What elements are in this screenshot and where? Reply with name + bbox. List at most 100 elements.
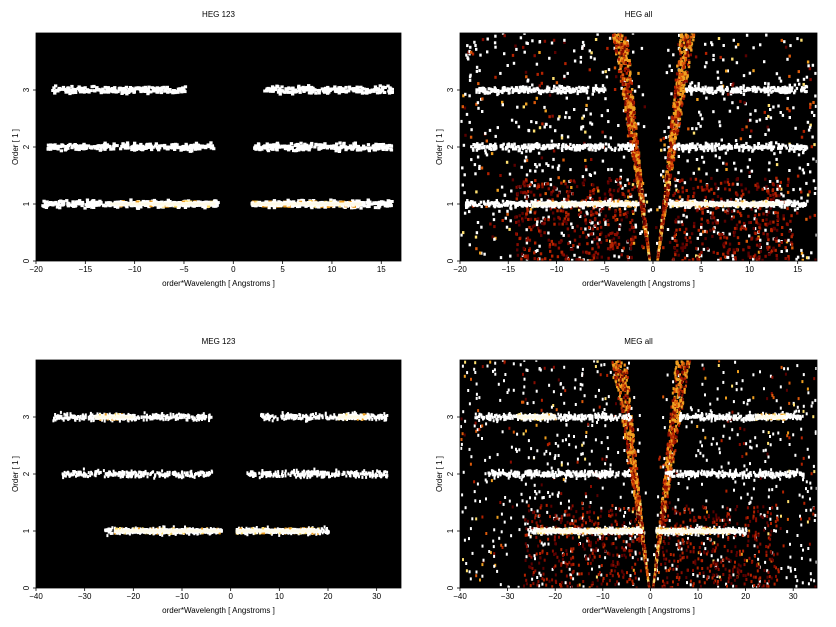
- heatmap-cell: [43, 202, 47, 206]
- heatmap-cell: [273, 144, 277, 148]
- heatmap-cell: [645, 236, 648, 240]
- heatmap-cell: [801, 254, 805, 258]
- heatmap-cell: [765, 185, 768, 189]
- heatmap-cell: [268, 143, 273, 147]
- heatmap-cell: [802, 151, 805, 155]
- heatmap-cell: [505, 225, 509, 229]
- heatmap-cell: [176, 87, 181, 91]
- heatmap-cell: [680, 100, 683, 104]
- heatmap-cell: [633, 141, 636, 145]
- heatmap-cell: [801, 258, 804, 261]
- heatmap-cell: [525, 241, 529, 245]
- heatmap-cell: [157, 148, 161, 152]
- heatmap-cell: [697, 228, 700, 232]
- heatmap-cell: [362, 144, 366, 148]
- heatmap-cell: [758, 118, 762, 122]
- heatmap-cell: [86, 89, 90, 93]
- heatmap-cell: [526, 79, 529, 83]
- heatmap-cell: [637, 122, 640, 126]
- heatmap-cell: [681, 242, 684, 246]
- heatmap-cell: [535, 121, 538, 125]
- heatmap-cell: [797, 70, 800, 74]
- heatmap-cell: [782, 214, 785, 218]
- heatmap-cell: [677, 102, 681, 106]
- heatmap-cell: [207, 145, 211, 149]
- heatmap-cell: [293, 149, 297, 153]
- heatmap-cell: [558, 217, 561, 221]
- heatmap-cell: [636, 154, 640, 157]
- heatmap-cell: [387, 143, 392, 147]
- heatmap-cell: [620, 38, 623, 42]
- heatmap-cell: [381, 85, 385, 89]
- heatmap-cell: [797, 153, 801, 157]
- heatmap-cell: [673, 238, 677, 242]
- heatmap-cell: [365, 146, 370, 150]
- heatmap-cell: [550, 239, 553, 243]
- heatmap-cell: [286, 198, 290, 202]
- heatmap-cell: [789, 219, 792, 223]
- heatmap-cell: [780, 250, 783, 253]
- heatmap-cell: [680, 35, 683, 39]
- heatmap-cell: [469, 73, 472, 77]
- heatmap-cell: [549, 207, 552, 211]
- heatmap-cell: [672, 257, 675, 261]
- heatmap-cell: [685, 43, 689, 47]
- heatmap-cell: [726, 211, 730, 215]
- heatmap-cell: [116, 205, 120, 209]
- heatmap-cell: [534, 169, 537, 173]
- heatmap-cell: [512, 61, 516, 65]
- heatmap-cell: [687, 63, 690, 67]
- heatmap-cell: [775, 257, 779, 261]
- heatmap-cell: [713, 191, 716, 195]
- heatmap-cell: [289, 90, 293, 94]
- heatmap-cell: [589, 55, 593, 59]
- heatmap-cell: [631, 187, 634, 191]
- heatmap-cell: [593, 57, 596, 61]
- heatmap-cell: [659, 138, 663, 142]
- x-tick-label: 10: [327, 265, 336, 274]
- heatmap-cell: [381, 142, 386, 146]
- heatmap-cell: [785, 91, 789, 95]
- heatmap-cell: [540, 71, 544, 75]
- heatmap-cell: [674, 253, 677, 257]
- heatmap-cell: [634, 223, 637, 227]
- heatmap-cell: [560, 91, 563, 95]
- heatmap-cell: [552, 38, 556, 42]
- heatmap-cell: [800, 252, 804, 255]
- heatmap-cell: [170, 143, 174, 147]
- heatmap-cell: [767, 253, 771, 256]
- heatmap-cell: [765, 218, 768, 222]
- heatmap-cell: [609, 239, 612, 243]
- heatmap-cell: [678, 73, 682, 77]
- heatmap-cell: [761, 187, 764, 191]
- heatmap-cell: [604, 220, 607, 224]
- heatmap-cell: [805, 256, 809, 260]
- heatmap-cell: [527, 218, 530, 221]
- heatmap-cell: [263, 145, 267, 149]
- heatmap-cell: [705, 61, 708, 65]
- heatmap-cell: [796, 174, 800, 178]
- heatmap-cell: [95, 144, 100, 148]
- heatmap-cell: [677, 83, 680, 87]
- heatmap-cell: [739, 99, 742, 103]
- heatmap-cell: [621, 92, 625, 96]
- heatmap-cell: [506, 212, 509, 216]
- heatmap-cell: [590, 210, 593, 214]
- heatmap-cell: [150, 148, 154, 152]
- heatmap-cell: [720, 81, 723, 85]
- heatmap-cell: [588, 49, 591, 53]
- heatmap-cell: [532, 193, 536, 197]
- heatmap-cell: [627, 49, 630, 53]
- heatmap-cell: [607, 168, 610, 172]
- heatmap-cell: [628, 73, 632, 77]
- heatmap-cell: [388, 202, 393, 205]
- heatmap-cell: [112, 147, 116, 151]
- heatmap-cell: [564, 219, 567, 223]
- heatmap-cell: [741, 149, 745, 153]
- heatmap-cell: [385, 204, 389, 208]
- heatmap-cell: [748, 71, 752, 75]
- heatmap-cell: [681, 198, 684, 202]
- heatmap-cell: [373, 148, 377, 152]
- heatmap-cell: [752, 257, 755, 261]
- heatmap-cell: [53, 146, 57, 150]
